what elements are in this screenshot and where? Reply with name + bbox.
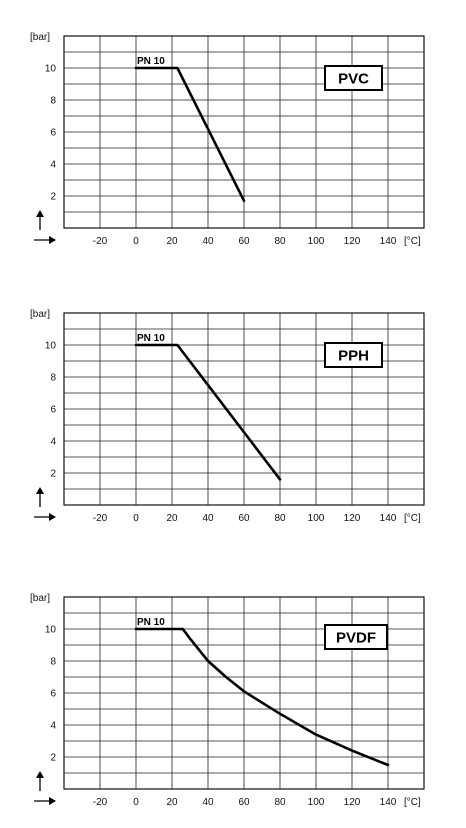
y-tick-label: 6 — [50, 689, 56, 700]
x-axis-label: [°C] — [404, 797, 421, 808]
pn-annotation: PN 10 — [137, 333, 165, 344]
x-tick-label: 40 — [202, 513, 214, 524]
y-tick-label: 10 — [45, 64, 57, 75]
y-tick-label: 2 — [50, 469, 56, 480]
y-arrow-head-icon — [36, 487, 44, 494]
x-tick-label: -20 — [93, 513, 108, 524]
x-tick-label: 80 — [274, 797, 286, 808]
x-tick-label: 20 — [166, 236, 178, 247]
y-axis-label: [bar] — [30, 309, 50, 320]
x-tick-label: -20 — [93, 797, 108, 808]
grid — [63, 312, 425, 506]
x-axis-label: [°C] — [404, 513, 421, 524]
plot-frame — [63, 596, 425, 790]
y-tick-label: 6 — [50, 405, 56, 416]
y-axis-label: [bar] — [30, 32, 50, 43]
y-arrow-head-icon — [36, 210, 44, 217]
x-tick-label: 20 — [166, 513, 178, 524]
pressure-curve — [134, 343, 282, 481]
x-tick-label: 100 — [308, 236, 325, 247]
x-tick-label: 80 — [274, 513, 286, 524]
chart-3: 2 4 6 8 10 -20 0 20 40 60 80 100 120 140 [bar] [°C] PN 1… — [30, 593, 425, 808]
y-tick-label: 10 — [45, 341, 57, 352]
y-tick-label: 4 — [50, 160, 56, 171]
x-tick-label: 80 — [274, 236, 286, 247]
pn-annotation: PN 10 — [137, 56, 165, 67]
plot-frame — [63, 312, 425, 506]
x-tick-label: 140 — [380, 513, 397, 524]
x-tick-label: 120 — [344, 513, 361, 524]
y-tick-label: 10 — [45, 625, 57, 636]
y-tick-label: 8 — [50, 96, 56, 107]
chart-1: 2 4 6 8 10 -20 0 20 40 60 80 100 120 140 [bar] [°C] PN 1… — [30, 32, 425, 247]
material-label-box — [324, 342, 383, 368]
x-tick-label: 140 — [380, 797, 397, 808]
y-tick-label: 2 — [50, 753, 56, 764]
y-axis-label: [bar] — [30, 593, 50, 604]
y-arrow-head-icon — [36, 771, 44, 778]
pn-annotation: PN 10 — [137, 617, 165, 628]
x-tick-label: 40 — [202, 797, 214, 808]
x-arrow-head-icon — [49, 797, 56, 805]
x-axis-label: [°C] — [404, 236, 421, 247]
x-tick-label: 0 — [133, 236, 139, 247]
x-tick-label: -20 — [93, 236, 108, 247]
material-label-box — [324, 65, 383, 91]
x-tick-label: 100 — [308, 513, 325, 524]
x-tick-label: 120 — [344, 797, 361, 808]
material-title: PVDF — [336, 630, 376, 647]
x-tick-label: 20 — [166, 797, 178, 808]
chart-2: 2 4 6 8 10 -20 0 20 40 60 80 100 120 140 [bar] [°C] PN 1… — [30, 309, 425, 524]
y-tick-label: 6 — [50, 128, 56, 139]
x-arrow-head-icon — [49, 236, 56, 244]
x-tick-label: 60 — [238, 236, 250, 247]
pressure-curve — [134, 627, 390, 767]
y-tick-label: 8 — [50, 373, 56, 384]
x-tick-label: 0 — [133, 797, 139, 808]
plot-frame — [63, 35, 425, 229]
pressure-curve — [134, 66, 246, 203]
x-tick-label: 60 — [238, 797, 250, 808]
material-title: PVC — [338, 71, 369, 88]
x-tick-label: 60 — [238, 513, 250, 524]
x-tick-label: 40 — [202, 236, 214, 247]
x-tick-label: 120 — [344, 236, 361, 247]
x-tick-label: 0 — [133, 513, 139, 524]
y-tick-label: 4 — [50, 437, 56, 448]
x-tick-label: 100 — [308, 797, 325, 808]
x-arrow-head-icon — [49, 513, 56, 521]
y-tick-label: 8 — [50, 657, 56, 668]
material-label-box — [324, 624, 388, 650]
x-tick-label: 140 — [380, 236, 397, 247]
y-tick-label: 4 — [50, 721, 56, 732]
y-tick-label: 2 — [50, 192, 56, 203]
material-title: PPH — [338, 348, 369, 365]
